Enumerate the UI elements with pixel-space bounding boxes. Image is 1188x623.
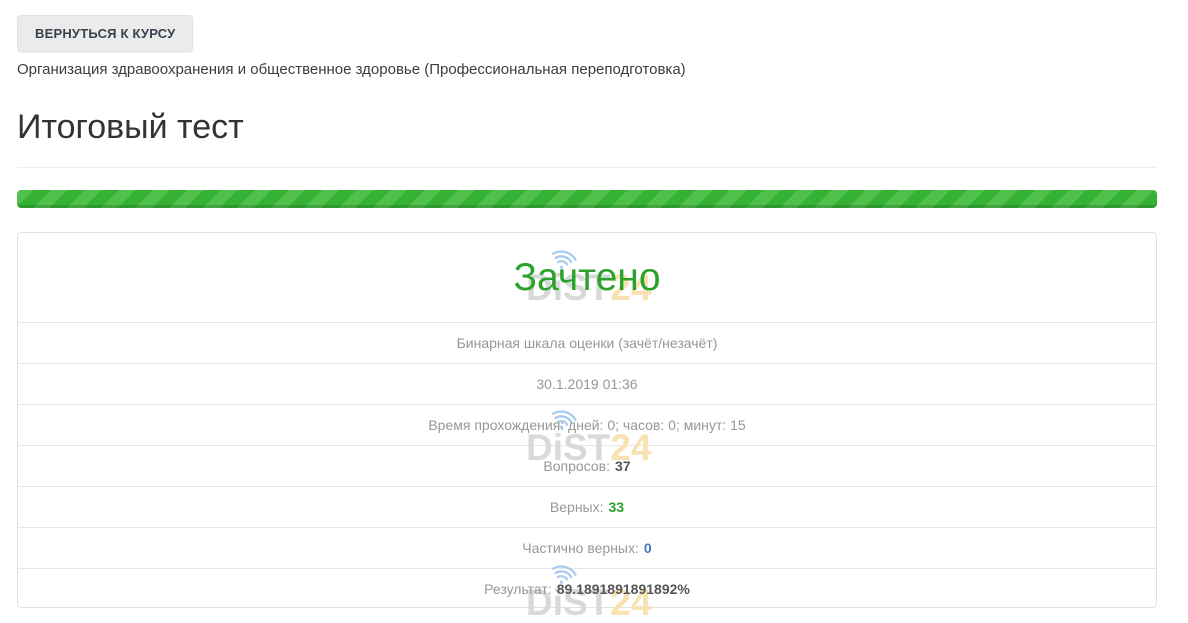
result-row-questions: Вопросов: 37 — [18, 445, 1156, 486]
row-label: Результат: — [484, 581, 552, 598]
row-label: Время прохождения: дней: 0; часов: 0; ми… — [428, 417, 746, 434]
result-row-datetime: 30.1.2019 01:36 — [18, 363, 1156, 404]
row-label: Бинарная шкала оценки (зачёт/незачёт) — [456, 335, 718, 352]
correct-count: 33 — [608, 499, 625, 516]
grade-status: Зачтено — [513, 256, 661, 300]
results-card: DiST24 DiST24 — [17, 232, 1157, 621]
row-label: Частично верных: — [522, 540, 639, 557]
course-title: Организация здравоохранения и общественн… — [17, 61, 686, 78]
page-title: Итоговый тест — [17, 108, 244, 146]
score-percent: 89.1891891891892% — [556, 581, 690, 598]
partially-correct-count: 0 — [643, 540, 652, 557]
questions-count: 37 — [614, 458, 631, 475]
progress-bar — [17, 190, 1157, 209]
title-divider — [17, 167, 1157, 169]
row-label: 30.1.2019 01:36 — [536, 376, 638, 393]
result-row-correct: Верных: 33 — [18, 486, 1156, 527]
result-row-scale: Бинарная шкала оценки (зачёт/незачёт) — [18, 322, 1156, 363]
row-label: Верных: — [549, 499, 604, 516]
grade-row: Зачтено — [18, 233, 1156, 322]
row-label: Вопросов: — [543, 458, 610, 475]
result-row-score: Результат: 89.1891891891892% — [18, 568, 1156, 609]
progress-bar-fill — [17, 190, 1157, 209]
back-to-course-button[interactable]: ВЕРНУТЬСЯ К КУРСУ — [17, 15, 194, 52]
result-row-partially-correct: Частично верных: 0 — [18, 527, 1156, 568]
result-row-duration: Время прохождения: дней: 0; часов: 0; ми… — [18, 404, 1156, 445]
page-content: ВЕРНУТЬСЯ К КУРСУ Организация здравоохра… — [17, 0, 1157, 621]
